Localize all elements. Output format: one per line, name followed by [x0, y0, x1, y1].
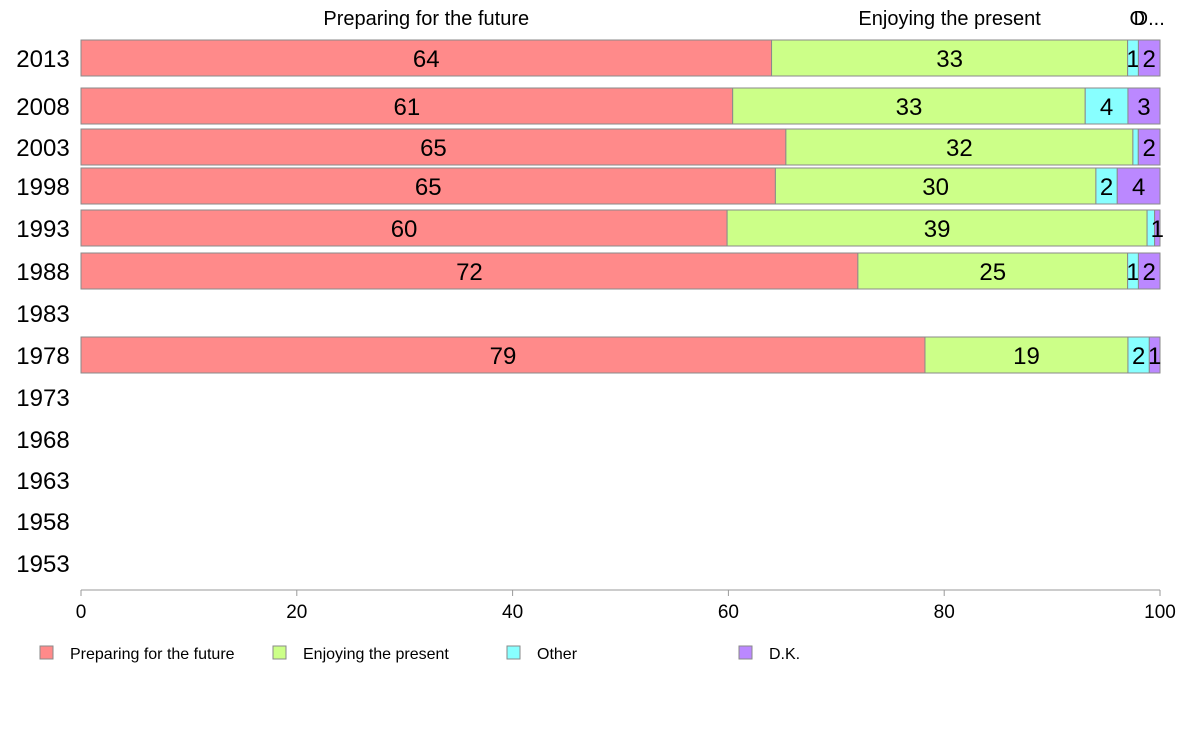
legend-item: Preparing for the future — [39, 645, 235, 663]
bar-value-label: 1 — [1126, 259, 1139, 286]
y-tick-label: 1983 — [16, 301, 69, 328]
bar-segment — [80, 87, 734, 125]
legend-swatch — [272, 645, 287, 660]
y-axis-labels: 2013 2008 2003 1998 1993 1988 1983 1978 1973 1968… — [16, 46, 69, 578]
y-tick-label: 1958 — [16, 509, 69, 536]
bar-segment — [80, 336, 926, 374]
bar-value-label: 2 — [1100, 174, 1113, 201]
bar-value-label: 30 — [922, 174, 949, 201]
bar-segment — [774, 167, 1097, 205]
y-tick-label: 1978 — [16, 343, 69, 370]
legend-item: Enjoying the present — [272, 645, 449, 663]
bar-value-label: 64 — [413, 46, 440, 73]
legend-label: Enjoying the present — [303, 646, 449, 663]
top-segment-label: Enjoying the present — [858, 8, 1041, 30]
bar-value-label: 1 — [1126, 46, 1139, 73]
y-tick-label: 1968 — [16, 427, 69, 454]
x-tick-label: 20 — [286, 602, 307, 623]
bar-segment — [80, 209, 728, 247]
y-tick-label: 1993 — [16, 216, 69, 243]
top-segment-labels: Preparing for the future Enjoying the pre… — [323, 8, 1164, 30]
top-segment-label: D... — [1134, 8, 1165, 30]
bar-value-label: 25 — [979, 259, 1006, 286]
bar-value-label: 61 — [393, 94, 420, 121]
bar-value-label: 33 — [896, 94, 923, 121]
y-tick-label: 1998 — [16, 174, 69, 201]
bar-segment — [1148, 336, 1161, 374]
bar-segment — [1154, 209, 1161, 247]
y-tick-label: 1963 — [16, 468, 69, 495]
bar-segment — [1137, 128, 1161, 166]
x-tick-label: 100 — [1144, 602, 1176, 623]
bar-row: 64 33 1 2 — [80, 39, 1161, 77]
bar-value-label: 19 — [1013, 343, 1040, 370]
legend-swatch — [39, 645, 54, 660]
bar-segment — [1084, 87, 1129, 125]
bar-row: 61 33 4 3 — [80, 87, 1161, 125]
legend-swatch — [738, 645, 753, 660]
legend-item: D.K. — [738, 645, 800, 663]
bar-segment — [857, 252, 1129, 290]
y-tick-label: 1973 — [16, 385, 69, 412]
bar-row: 72 25 1 2 — [80, 252, 1161, 290]
y-tick-label: 2008 — [16, 94, 69, 121]
legend-label: Other — [537, 646, 578, 663]
bar-value-label: 2 — [1132, 343, 1145, 370]
bar-value-label: 2 — [1143, 259, 1156, 286]
bar-row: 65 30 2 4 — [80, 167, 1161, 205]
bar-value-label: 32 — [946, 135, 973, 162]
bar-value-label: 3 — [1137, 94, 1150, 121]
legend-swatch — [506, 645, 521, 660]
top-segment-label: Preparing for the future — [323, 8, 529, 30]
bar-value-label: 1 — [1151, 216, 1164, 243]
x-tick-label: 80 — [934, 602, 955, 623]
legend-item: Other — [506, 645, 578, 663]
bar-segment — [1137, 39, 1161, 77]
bar-segment — [785, 128, 1134, 166]
bar-segment — [1127, 87, 1161, 125]
legend-label: D.K. — [769, 646, 800, 663]
bar-value-label: 65 — [420, 135, 447, 162]
bar-segment — [80, 252, 859, 290]
bar-value-label: 4 — [1132, 174, 1145, 201]
y-tick-label: 2013 — [16, 46, 69, 73]
bar-value-label: 1 — [1148, 343, 1161, 370]
bar-value-label: 2 — [1142, 135, 1155, 162]
bar-value-label: 79 — [490, 343, 517, 370]
bar-segment — [726, 209, 1148, 247]
bar-value-label: 33 — [936, 46, 963, 73]
y-tick-label: 2003 — [16, 135, 69, 162]
bars-layer: 64 33 1 261 33 4 365 32 265 30 2 460 39 172 25 1 279 19 2 1 — [80, 39, 1164, 374]
legend-label: Preparing for the future — [70, 646, 235, 663]
top-segment-label: O — [1130, 8, 1146, 30]
bar-segment — [80, 128, 787, 166]
bar-value-label: 39 — [924, 216, 951, 243]
bar-row: 79 19 2 1 — [80, 336, 1161, 374]
bar-value-label: 72 — [456, 259, 483, 286]
x-tick-label: 60 — [718, 602, 739, 623]
bar-row: 60 39 1 — [80, 209, 1164, 247]
bar-segment — [924, 336, 1129, 374]
x-tick-label: 40 — [502, 602, 523, 623]
x-axis: 0 20 40 60 80 100 — [76, 589, 1176, 623]
bar-value-label: 60 — [391, 216, 418, 243]
legend: Preparing for the future Enjoying the pre… — [39, 645, 800, 663]
y-tick-label: 1988 — [16, 259, 69, 286]
bar-segment — [1137, 252, 1161, 290]
bar-segment — [1116, 167, 1161, 205]
bar-segment — [771, 39, 1129, 77]
bar-segment — [1132, 128, 1139, 166]
y-tick-label: 1953 — [16, 551, 69, 578]
bar-value-label: 2 — [1143, 46, 1156, 73]
bar-value-label: 65 — [415, 174, 442, 201]
x-tick-label: 0 — [76, 602, 87, 623]
bar-row: 65 32 2 — [80, 128, 1161, 166]
bar-value-label: 4 — [1100, 94, 1113, 121]
